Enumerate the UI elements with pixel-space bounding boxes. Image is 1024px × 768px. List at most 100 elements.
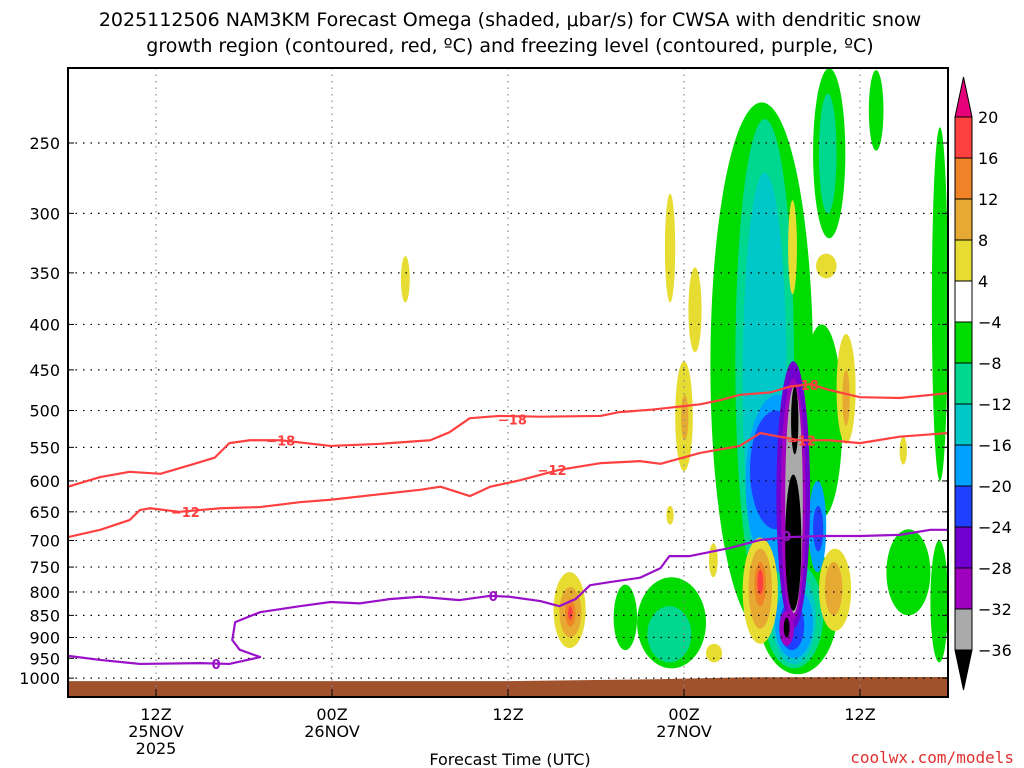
contour-label: −12	[171, 506, 200, 521]
y-tick-label: 800	[29, 583, 60, 602]
omega-region-y4	[666, 505, 674, 525]
y-tick-label: 350	[29, 264, 60, 283]
colorbar-label: −20	[978, 477, 1012, 496]
omega-region-y4	[400, 255, 410, 303]
colorbar-box	[954, 239, 973, 282]
contour-label: −18	[498, 414, 527, 429]
colorbar-label: −32	[978, 600, 1012, 619]
colorbar-box	[954, 280, 973, 323]
colorbar-label: 4	[978, 272, 988, 291]
omega-region-g4	[868, 70, 884, 151]
colorbar-box	[954, 321, 973, 364]
omega-region-b20	[813, 505, 824, 552]
y-tick-label: 500	[29, 402, 60, 421]
axes: 250 300 350 400 450 500 550 600 650 700 750 800 850 9…	[19, 134, 948, 758]
omega-region-k36	[791, 386, 799, 455]
x-axis-label: Forecast Time (UTC)	[429, 750, 590, 768]
omega-regions	[400, 68, 948, 675]
omega-region-g4	[930, 540, 948, 663]
chart-title-line-2: growth region (contoured, red, ºC) and f…	[146, 35, 873, 57]
contour-label: −18	[790, 379, 819, 394]
watermark: coolwx.com/models	[850, 748, 1014, 767]
y-tick-label: 600	[29, 472, 60, 491]
y-tick-label: 950	[29, 649, 60, 668]
y-tick-label: 700	[29, 531, 60, 550]
x-tick-label: 26NOV	[304, 722, 360, 741]
colorbar-box	[954, 403, 973, 446]
omega-region-y4	[664, 193, 676, 303]
colorbar-box	[954, 116, 973, 159]
omega-region-y4	[688, 267, 702, 353]
omega-region-y4	[816, 253, 837, 279]
colorbar-box	[954, 362, 973, 405]
omega-region-g4	[931, 127, 948, 481]
omega-region-y4	[788, 200, 797, 295]
x-tick-label: 27NOV	[656, 722, 712, 741]
x-tick-label: 12Z	[844, 705, 875, 724]
y-tick-label: 300	[29, 204, 60, 223]
omega-region-g8	[818, 93, 837, 214]
x-tick-label: 00Z	[668, 705, 699, 724]
x-tick-label: 25NOV	[128, 722, 184, 741]
colorbar-label: −36	[978, 641, 1012, 660]
omega-region-k36	[785, 474, 802, 611]
contour-label: 0	[212, 658, 221, 673]
x-tick-label: 12Z	[140, 705, 171, 724]
omega-region-r16	[568, 606, 573, 620]
contour-label: 0	[489, 590, 498, 605]
contour-line	[68, 383, 948, 488]
contour-line	[68, 431, 948, 539]
colorbar-label: −12	[978, 395, 1012, 414]
colorbar-label: −24	[978, 518, 1012, 537]
colorbar-bottom-arrow	[954, 649, 973, 691]
omega-region-o8	[681, 394, 689, 441]
contour-labels: −18 −18 −18 −12 −12 −12 0 0 0	[171, 379, 819, 673]
contour-label: −12	[787, 434, 816, 449]
colorbar-top-arrow	[954, 76, 973, 118]
omega-region-g8	[647, 606, 692, 663]
colorbar-label: 8	[978, 231, 988, 250]
colorbar-label: −4	[978, 313, 1002, 332]
y-tick-label: 750	[29, 558, 60, 577]
y-tick-label: 400	[29, 315, 60, 334]
omega-region-g4	[613, 584, 638, 651]
colorbar-label: −16	[978, 436, 1012, 455]
colorbar-box	[954, 526, 973, 569]
contour-label: −12	[538, 464, 567, 479]
omega-region-k36	[783, 617, 790, 638]
omega-region-o8	[824, 561, 843, 616]
colorbar-box	[954, 567, 973, 610]
omega-region-g4	[801, 324, 843, 518]
colorbar-box	[954, 198, 973, 241]
x-tick-label: 00Z	[316, 705, 347, 724]
omega-region-r16	[757, 569, 764, 595]
colorbar-box	[954, 485, 973, 528]
colorbar-box	[954, 608, 973, 651]
colorbar-label: 20	[978, 108, 998, 127]
y-tick-label: 250	[29, 134, 60, 153]
contour-lines	[68, 383, 948, 666]
colorbar-box	[954, 444, 973, 487]
gridlines	[68, 68, 948, 697]
contour-label: 0	[782, 530, 791, 545]
omega-region-y4	[899, 436, 907, 465]
x-tick-label: 12Z	[492, 705, 523, 724]
omega-region-y4	[708, 543, 718, 578]
omega-region-o8	[842, 369, 850, 426]
y-tick-label: 650	[29, 503, 60, 522]
contour-line	[68, 528, 948, 666]
colorbar: 20 16 12 8 4 −4 −8 −12 −16 −20 −24 −28 −32 −36	[954, 76, 1012, 691]
y-tick-label: 1000	[19, 669, 60, 688]
colorbar-label: −8	[978, 354, 1002, 373]
y-tick-label: 900	[29, 628, 60, 647]
colorbar-label: −28	[978, 559, 1012, 578]
omega-region-g4	[886, 529, 931, 616]
x-tick-label: 2025	[136, 739, 177, 758]
y-tick-label: 450	[29, 361, 60, 380]
contour-series	[68, 383, 948, 666]
y-tick-label: 850	[29, 606, 60, 625]
colorbar-label: 12	[978, 190, 998, 209]
chart-title-line-1: 2025112506 NAM3KM Forecast Omega (shaded…	[99, 9, 921, 31]
contour-label: −18	[266, 434, 295, 449]
